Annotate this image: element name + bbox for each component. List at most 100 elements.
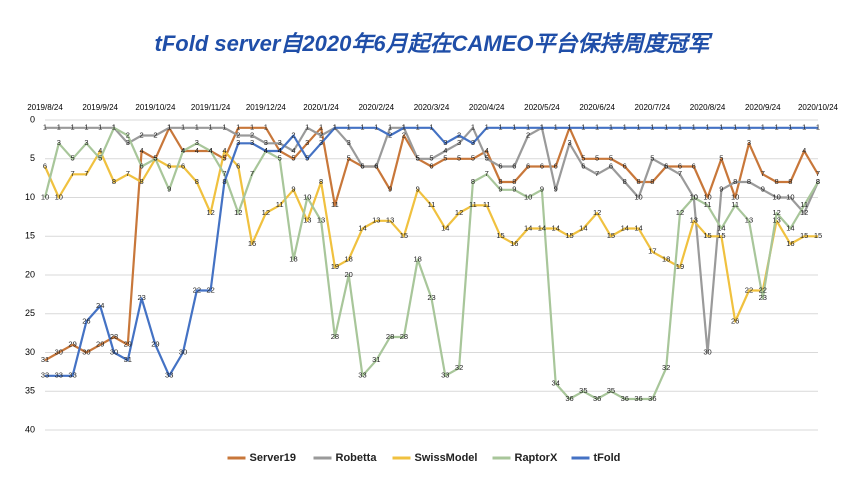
data-label: 1 xyxy=(84,123,88,132)
data-label: 2 xyxy=(236,130,240,139)
data-label: 5 xyxy=(581,154,585,163)
data-label: 11 xyxy=(800,200,808,209)
data-label: 4 xyxy=(291,146,295,155)
data-label: 1 xyxy=(429,123,433,132)
data-label: 10 xyxy=(524,192,532,201)
data-label: 9 xyxy=(761,185,765,194)
data-label: 2 xyxy=(457,130,461,139)
data-label: 13 xyxy=(772,216,780,225)
data-label: 9 xyxy=(416,185,420,194)
data-label: 15 xyxy=(607,231,615,240)
data-label: 1 xyxy=(347,123,351,132)
data-label: 28 xyxy=(400,332,408,341)
data-label: 22 xyxy=(745,285,753,294)
x-tick-label: 2020/2/24 xyxy=(358,103,394,112)
data-label: 15 xyxy=(496,231,504,240)
data-label: 5 xyxy=(457,154,461,163)
data-label: 13 xyxy=(690,216,698,225)
data-label: 2 xyxy=(291,130,295,139)
data-label: 1 xyxy=(388,123,392,132)
y-tick-label: 35 xyxy=(25,386,35,396)
data-label: 1 xyxy=(374,123,378,132)
data-label: 30 xyxy=(55,347,63,356)
data-label: 11 xyxy=(276,200,284,209)
data-label: 4 xyxy=(278,146,282,155)
data-label: 4 xyxy=(209,146,213,155)
data-label: 5 xyxy=(485,154,489,163)
data-label: 1 xyxy=(250,123,254,132)
x-tick-label: 2020/6/24 xyxy=(579,103,615,112)
data-label: 1 xyxy=(167,123,171,132)
data-label: 6 xyxy=(374,161,378,170)
data-label: 33 xyxy=(441,371,449,380)
data-label: 19 xyxy=(331,262,339,271)
data-label: 29 xyxy=(151,340,159,349)
data-label: 1 xyxy=(264,123,268,132)
data-label: 1 xyxy=(57,123,61,132)
data-label: 36 xyxy=(648,394,656,403)
data-label: 36 xyxy=(634,394,642,403)
data-label: 22 xyxy=(759,285,767,294)
legend-label: RaptorX xyxy=(515,452,558,464)
y-tick-label: 40 xyxy=(25,424,35,434)
data-label: 1 xyxy=(360,123,364,132)
data-label: 4 xyxy=(181,146,185,155)
data-label: 1 xyxy=(567,123,571,132)
data-label: 1 xyxy=(609,123,613,132)
data-label: 2 xyxy=(250,130,254,139)
data-label: 23 xyxy=(759,293,767,302)
data-label: 3 xyxy=(57,138,61,147)
data-label: 5 xyxy=(719,154,723,163)
data-label: 33 xyxy=(358,371,366,380)
data-label: 10 xyxy=(634,192,642,201)
data-label: 1 xyxy=(512,123,516,132)
x-tick-label: 2020/10/24 xyxy=(798,103,839,112)
data-label: 18 xyxy=(662,254,670,263)
data-label: 14 xyxy=(621,223,629,232)
data-label: 1 xyxy=(650,123,654,132)
data-label: 11 xyxy=(428,200,436,209)
data-label: 1 xyxy=(112,123,116,132)
data-label: 6 xyxy=(181,161,185,170)
data-label: 8 xyxy=(650,177,654,186)
data-label: 3 xyxy=(457,138,461,147)
data-label: 16 xyxy=(248,239,256,248)
data-label: 6 xyxy=(429,161,433,170)
data-label: 8 xyxy=(623,177,627,186)
data-label: 5 xyxy=(416,154,420,163)
data-label: 17 xyxy=(648,247,656,256)
data-label: 3 xyxy=(250,138,254,147)
data-label: 5 xyxy=(471,154,475,163)
data-label: 26 xyxy=(82,316,90,325)
x-tick-label: 2019/12/24 xyxy=(246,103,287,112)
data-label: 8 xyxy=(195,177,199,186)
data-label: 7 xyxy=(678,169,682,178)
data-label: 1 xyxy=(747,123,751,132)
data-label: 33 xyxy=(55,371,63,380)
data-label: 32 xyxy=(455,363,463,372)
data-label: 34 xyxy=(552,378,560,387)
data-label: 4 xyxy=(485,146,489,155)
data-label: 6 xyxy=(609,161,613,170)
data-label: 29 xyxy=(96,340,104,349)
data-label: 1 xyxy=(498,123,502,132)
data-label: 3 xyxy=(195,138,199,147)
data-label: 18 xyxy=(289,254,297,263)
data-label: 10 xyxy=(731,192,739,201)
data-label: 8 xyxy=(498,177,502,186)
data-label: 1 xyxy=(705,123,709,132)
data-label: 3 xyxy=(347,138,351,147)
data-label: 12 xyxy=(206,208,214,217)
data-label: 1 xyxy=(802,123,806,132)
y-tick-label: 25 xyxy=(25,308,35,318)
data-label: 14 xyxy=(538,223,546,232)
data-label: 31 xyxy=(124,355,132,364)
data-label: 10 xyxy=(772,192,780,201)
data-label: 6 xyxy=(360,161,364,170)
data-label: 1 xyxy=(209,123,213,132)
data-label: 12 xyxy=(455,208,463,217)
data-label: 14 xyxy=(524,223,532,232)
data-label: 33 xyxy=(165,371,173,380)
data-label: 14 xyxy=(441,223,449,232)
data-label: 10 xyxy=(703,192,711,201)
